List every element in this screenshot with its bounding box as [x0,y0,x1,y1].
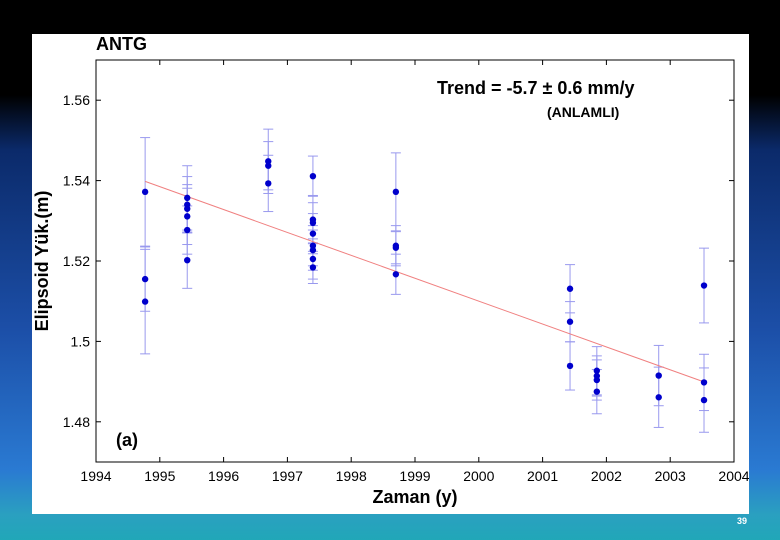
data-point [184,256,191,264]
data-point [593,367,601,374]
data-point [392,244,400,251]
y-axis: 1.48 1.5 1.52 1.54 1.56 [63,92,734,430]
data-point [184,226,191,234]
data-point [309,230,317,237]
data-point [184,213,191,220]
data-point [700,379,708,386]
x-tick-label: 1998 [336,468,367,484]
x-tick-label: 2001 [527,468,558,484]
trend-line [144,180,706,383]
slide-number: 39 [736,516,747,526]
data-point [566,362,574,370]
data-point [141,298,149,305]
x-axis-label: Zaman (y) [372,487,457,507]
x-tick-label: 2004 [718,468,749,484]
data-point [184,205,191,212]
data-point [566,285,574,292]
chart-title: ANTG [96,34,147,54]
data-point [309,246,317,254]
trend-annotation: Trend = -5.7 ± 0.6 mm/y [437,78,634,98]
data-point [265,158,272,165]
data-point [141,188,149,196]
y-tick-label: 1.56 [63,92,90,108]
data-point [309,242,317,249]
data-point [655,372,662,379]
data-point [655,394,662,401]
plot-frame [95,59,735,463]
x-tick-label: 1997 [272,468,303,484]
data-point [700,282,708,289]
x-tick-label: 1994 [80,468,111,484]
error-bars [140,128,710,433]
data-point [392,188,400,196]
data-point [265,180,272,187]
data-point [593,388,601,395]
figure-panel: ANTG 1.48 1.5 1.52 1.54 1.56 1994 1995 1996 199… [32,34,750,514]
data-point [566,318,574,325]
data-point [309,172,317,180]
x-tick-label: 1995 [144,468,175,484]
x-tick-label: 2002 [591,468,622,484]
data-point [309,219,317,227]
data-point [141,275,149,283]
trend-significance: (ANLAMLI) [547,104,619,120]
data-point [265,162,272,169]
y-tick-label: 1.5 [71,333,91,349]
data-point [184,194,191,202]
data-point [392,271,400,278]
antg-chart: ANTG 1.481.51.521.541.56 1994 1995 1996 199… [32,34,750,507]
x-axis: 1994 1995 1996 1997 1998 1999 2000 2001 2002 2003… [80,60,750,484]
y-tick-label: 1.54 [63,173,90,189]
panel-label: (a) [116,430,138,450]
y-tick-label: 1.52 [63,253,90,269]
data-point [593,376,601,384]
data-point [309,255,317,263]
y-tick-label: 1.48 [63,414,90,430]
x-tick-label: 1996 [208,468,239,484]
data-point [700,396,708,404]
x-tick-label: 1999 [399,468,430,484]
x-tick-label: 2003 [655,468,686,484]
x-tick-label: 2000 [463,468,494,484]
y-axis-label: Elipsoid Yük.(m) [32,191,52,332]
data-points [141,158,708,404]
data-point [309,264,317,271]
